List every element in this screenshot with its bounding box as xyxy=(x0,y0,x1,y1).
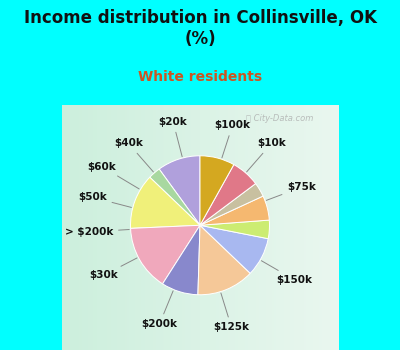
Wedge shape xyxy=(200,184,263,225)
Wedge shape xyxy=(150,169,200,225)
Wedge shape xyxy=(200,156,234,225)
Wedge shape xyxy=(200,196,269,225)
Wedge shape xyxy=(200,164,256,225)
Text: $125k: $125k xyxy=(214,293,250,332)
Text: $150k: $150k xyxy=(261,261,312,285)
Text: $200k: $200k xyxy=(142,291,178,329)
Text: $60k: $60k xyxy=(88,162,139,189)
Wedge shape xyxy=(162,225,200,295)
Text: $30k: $30k xyxy=(89,258,137,280)
Text: $100k: $100k xyxy=(214,120,250,158)
Text: Income distribution in Collinsville, OK
(%): Income distribution in Collinsville, OK … xyxy=(24,9,376,48)
Text: $20k: $20k xyxy=(159,117,188,157)
Text: Ⓜ City-Data.com: Ⓜ City-Data.com xyxy=(246,114,314,123)
Wedge shape xyxy=(200,220,270,239)
Wedge shape xyxy=(130,225,200,284)
Wedge shape xyxy=(130,177,200,229)
Text: $75k: $75k xyxy=(266,182,316,200)
Wedge shape xyxy=(200,225,268,273)
Text: White residents: White residents xyxy=(138,70,262,84)
Text: $10k: $10k xyxy=(247,138,286,172)
Wedge shape xyxy=(159,156,200,225)
Text: $50k: $50k xyxy=(78,192,132,208)
Text: $40k: $40k xyxy=(114,138,153,172)
Text: > $200k: > $200k xyxy=(65,227,129,237)
Wedge shape xyxy=(198,225,250,295)
